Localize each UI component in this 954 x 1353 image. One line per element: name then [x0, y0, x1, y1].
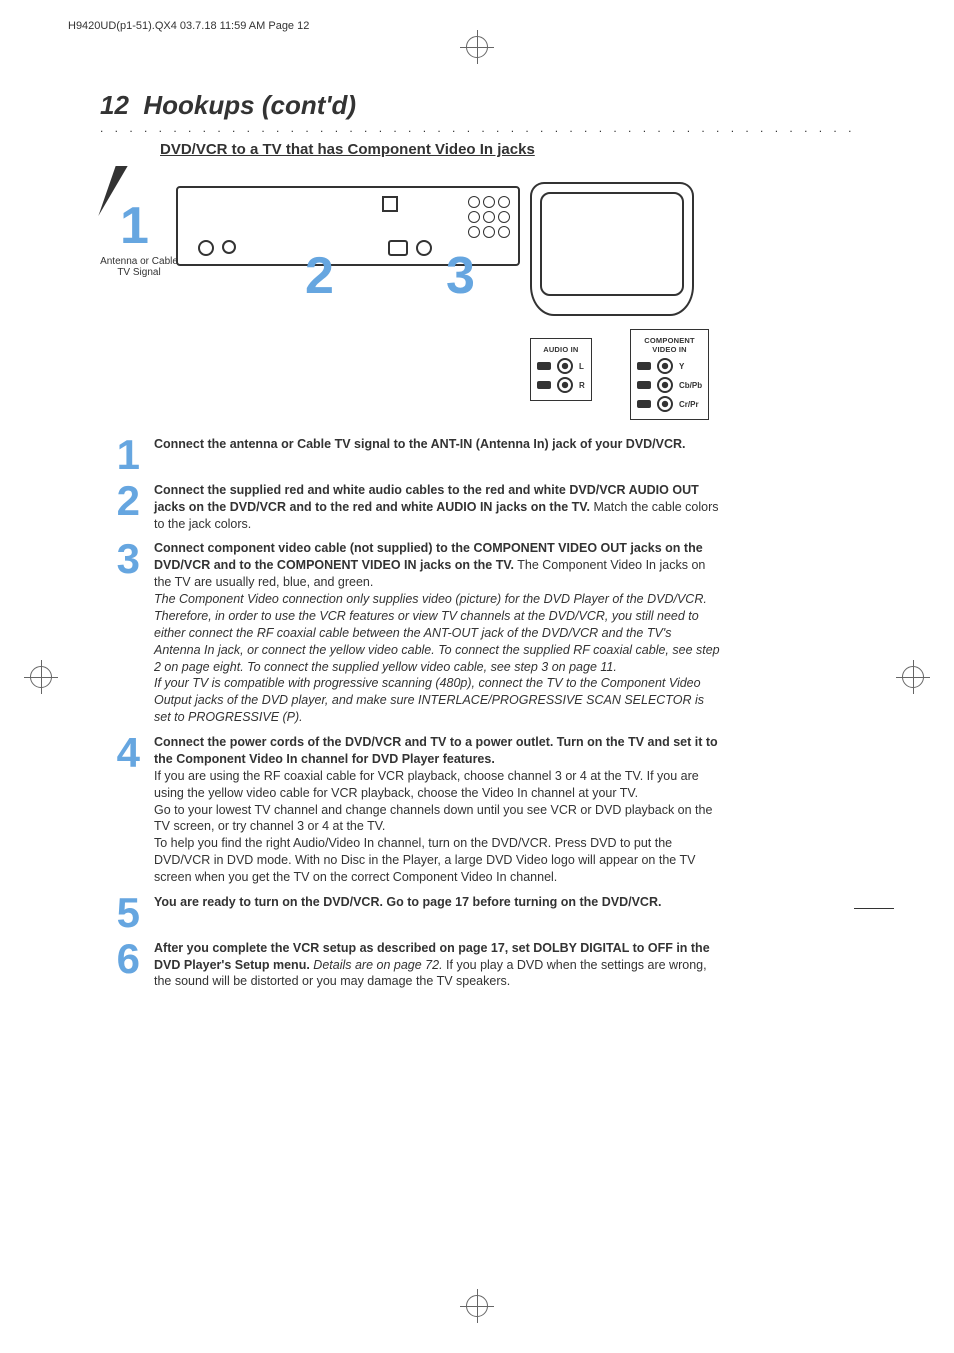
- step-body: Connect the antenna or Cable TV signal t…: [154, 436, 686, 453]
- step-text: To help you find the right Audio/Video I…: [154, 836, 695, 884]
- step-body: Connect the power cords of the DVD/VCR a…: [154, 734, 720, 886]
- rca-plug-icon: [637, 400, 651, 408]
- rca-plug-icon: [637, 362, 651, 370]
- step-number: 1: [100, 436, 140, 474]
- step-italic: The Component Video connection only supp…: [154, 592, 720, 674]
- print-header: H9420UD(p1-51).QX4 03.7.18 11:59 AM Page…: [68, 20, 309, 32]
- registration-mark-right: [896, 660, 930, 694]
- registration-mark-top: [460, 30, 494, 64]
- registration-mark-left: [24, 660, 58, 694]
- title-divider-dots: . . . . . . . . . . . . . . . . . . . . …: [100, 121, 854, 135]
- diagram-callout-2: 2: [305, 246, 334, 306]
- component-in-title: COMPONENT VIDEO IN: [637, 336, 702, 354]
- tv-icon: [530, 182, 694, 316]
- diagram-callout-1: 1: [120, 196, 149, 256]
- step-2: 2 Connect the supplied red and white aud…: [100, 482, 720, 533]
- svideo-jack-icon: [388, 240, 408, 256]
- audio-r-label: R: [579, 381, 585, 390]
- antenna-label: Antenna or Cable TV Signal: [100, 256, 178, 278]
- step-6: 6 After you complete the VCR setup as de…: [100, 940, 720, 991]
- step-3: 3 Connect component video cable (not sup…: [100, 540, 720, 726]
- step-1: 1 Connect the antenna or Cable TV signal…: [100, 436, 720, 474]
- rca-jack-icon: [557, 358, 573, 374]
- component-in-panel: COMPONENT VIDEO IN Y Cb/Pb Cr/Pr: [630, 329, 709, 420]
- diagram-callout-3: 3: [446, 246, 475, 306]
- registration-mark-bottom: [460, 1289, 494, 1323]
- step-number: 3: [100, 540, 140, 578]
- comp-y-label: Y: [679, 362, 684, 371]
- title-text: Hookups (cont'd): [143, 90, 356, 120]
- step-bold: You are ready to turn on the DVD/VCR. Go…: [154, 895, 661, 909]
- step-number: 4: [100, 734, 140, 772]
- rca-jack-icon: [657, 377, 673, 393]
- step-number: 2: [100, 482, 140, 520]
- rca-jack-icon: [557, 377, 573, 393]
- page-content: 12 Hookups (cont'd) . . . . . . . . . . …: [100, 90, 854, 998]
- rca-plug-icon: [537, 362, 551, 370]
- side-tick: [854, 908, 894, 909]
- step-text: Go to your lowest TV channel and change …: [154, 803, 712, 834]
- hookup-diagram: 1 Antenna or Cable TV Signal 2 3 AUDIO I…: [100, 166, 660, 426]
- audio-in-title: AUDIO IN: [537, 345, 585, 354]
- step-italic: Details are on page 72.: [310, 958, 443, 972]
- step-body: You are ready to turn on the DVD/VCR. Go…: [154, 894, 661, 911]
- step-body: Connect the supplied red and white audio…: [154, 482, 720, 533]
- rear-port-cluster: [468, 196, 510, 238]
- step-bold: Connect the antenna or Cable TV signal t…: [154, 437, 686, 451]
- page-title: 12 Hookups (cont'd): [100, 90, 854, 121]
- step-number: 6: [100, 940, 140, 978]
- ant-in-jack-icon: [198, 240, 214, 256]
- tv-screen-icon: [540, 192, 684, 296]
- step-text: If you are using the RF coaxial cable fo…: [154, 769, 699, 800]
- rca-jack-icon: [657, 358, 673, 374]
- step-number: 5: [100, 894, 140, 932]
- page-number: 12: [100, 90, 129, 120]
- comp-pb-label: Cb/Pb: [679, 381, 702, 390]
- section-subtitle: DVD/VCR to a TV that has Component Video…: [160, 141, 854, 158]
- step-list: 1 Connect the antenna or Cable TV signal…: [100, 436, 720, 990]
- step-body: After you complete the VCR setup as desc…: [154, 940, 720, 991]
- step-italic: If your TV is compatible with progressiv…: [154, 676, 704, 724]
- comp-pr-label: Cr/Pr: [679, 400, 699, 409]
- audio-in-panel: AUDIO IN L R: [530, 338, 592, 401]
- step-bold: Connect the power cords of the DVD/VCR a…: [154, 735, 718, 766]
- rca-jack-icon: [657, 396, 673, 412]
- step-body: Connect component video cable (not suppl…: [154, 540, 720, 726]
- step-5: 5 You are ready to turn on the DVD/VCR. …: [100, 894, 720, 932]
- digital-out-jack-icon: [416, 240, 432, 256]
- step-4: 4 Connect the power cords of the DVD/VCR…: [100, 734, 720, 886]
- audio-l-label: L: [579, 362, 584, 371]
- rca-plug-icon: [637, 381, 651, 389]
- rca-plug-icon: [537, 381, 551, 389]
- ant-out-jack-icon: [222, 240, 236, 254]
